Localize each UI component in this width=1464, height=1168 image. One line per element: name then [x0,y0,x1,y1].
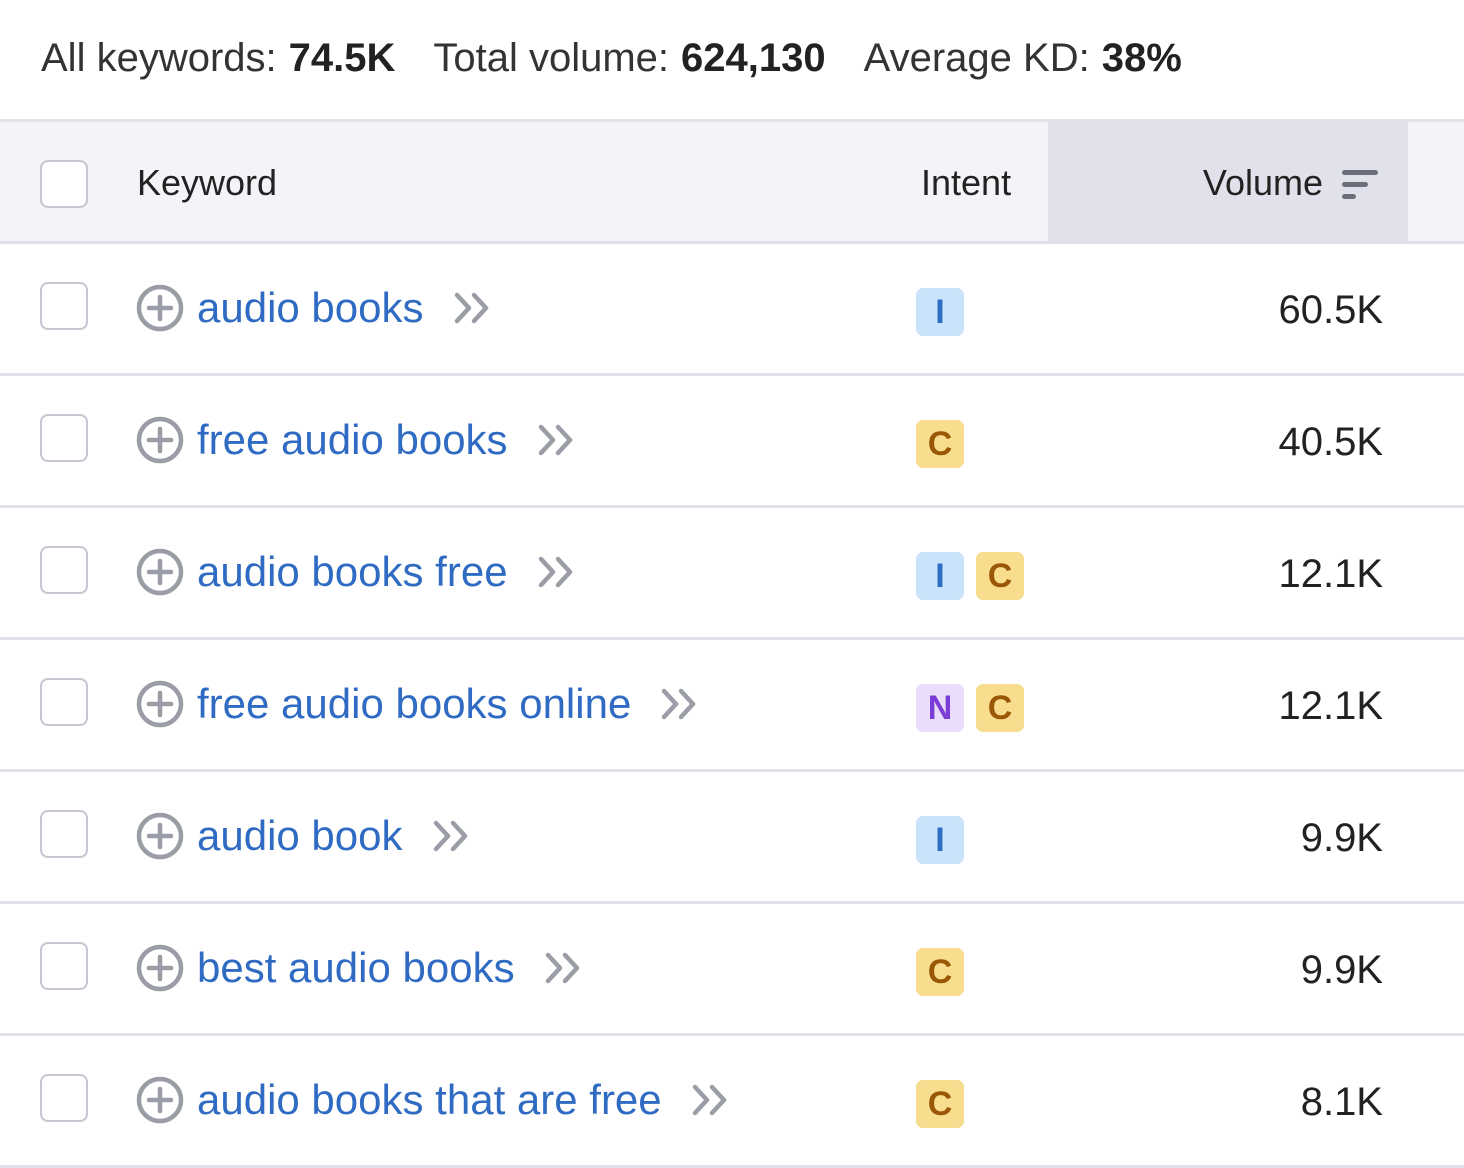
add-button[interactable] [136,548,184,601]
intent-badge: C [976,552,1024,600]
volume-cell: 9.9K [1300,948,1383,992]
add-button[interactable] [136,680,184,733]
volume-cell: 60.5K [1278,288,1383,332]
table-row: audio books free I C 12.1K [0,508,1464,640]
select-all-checkbox[interactable] [40,160,88,208]
keyword-link[interactable]: audio books [197,284,424,331]
row-checkbox[interactable] [40,282,88,330]
add-icon[interactable] [136,680,184,728]
table-row: audio books I 60.5K [0,244,1464,376]
serp-chevron[interactable] [538,556,576,588]
volume-cell: 8.1K [1300,1080,1383,1124]
summary-item: Total volume: 624,130 [433,36,825,81]
keyword-cell: free audio books [197,416,576,464]
intent-badge: I [916,552,964,600]
add-button[interactable] [136,812,184,865]
row-checkbox[interactable] [40,678,88,726]
serp-chevron[interactable] [661,688,699,720]
volume-cell: 9.9K [1300,816,1383,860]
summary-label: Average KD: [863,35,1090,80]
header-volume[interactable]: Volume [1202,162,1323,203]
intent-badge: N [916,684,964,732]
table-row: audio books that are free C 8.1K [0,1036,1464,1168]
intent-cell: C [916,1080,976,1128]
keyword-link[interactable]: audio book [197,812,403,859]
summary-label: All keywords: [41,35,277,80]
keyword-cell: audio books [197,284,492,332]
keyword-cell: free audio books online [197,680,699,728]
serp-chevron[interactable] [433,820,471,852]
intent-cell: I [916,816,976,864]
summary-item: All keywords: 74.5K [41,36,395,81]
add-button[interactable] [136,944,184,997]
row-checkbox[interactable] [40,942,88,990]
keyword-link[interactable]: audio books that are free [197,1076,662,1123]
sort-icon[interactable] [1342,170,1378,202]
summary-bar: All keywords: 74.5K Total volume: 624,130 Av… [41,30,1220,86]
summary-value: 74.5K [288,35,396,80]
add-icon[interactable] [136,284,184,332]
add-button[interactable] [136,284,184,337]
keyword-cell: audio books free [197,548,576,596]
intent-cell: I [916,288,976,336]
row-checkbox[interactable] [40,546,88,594]
summary-value: 624,130 [681,35,826,80]
volume-cell: 12.1K [1278,684,1383,728]
keyword-link[interactable]: best audio books [197,944,515,991]
sorted-column-highlight [1048,122,1408,241]
row-checkbox[interactable] [40,414,88,462]
table-body: audio books I 60.5K free audio books C 40.5K a… [0,244,1464,1168]
intent-cell: C [916,948,976,996]
intent-badge: C [916,420,964,468]
table-row: free audio books C 40.5K [0,376,1464,508]
header-intent[interactable]: Intent [921,162,1012,203]
serp-chevron[interactable] [545,952,583,984]
add-icon[interactable] [136,812,184,860]
table-header: Keyword Intent Volume [0,119,1464,244]
intent-badge: C [916,948,964,996]
add-icon[interactable] [136,944,184,992]
intent-badge: C [976,684,1024,732]
keyword-link[interactable]: audio books free [197,548,508,595]
intent-badge: C [916,1080,964,1128]
keyword-link[interactable]: free audio books [197,416,508,463]
serp-chevron[interactable] [692,1084,730,1116]
intent-cell: C [916,420,976,468]
volume-cell: 40.5K [1278,420,1383,464]
table-row: free audio books online N C 12.1K [0,640,1464,772]
add-button[interactable] [136,416,184,469]
volume-cell: 12.1K [1278,552,1383,596]
summary-label: Total volume: [433,35,670,80]
keyword-cell: audio books that are free [197,1076,730,1124]
keyword-table: Keyword Intent Volume audio books I 60.5K f… [0,119,1464,1168]
serp-chevron[interactable] [454,292,492,324]
add-icon[interactable] [136,416,184,464]
add-button[interactable] [136,1076,184,1129]
row-checkbox[interactable] [40,810,88,858]
summary-value: 38% [1101,35,1182,80]
intent-badge: I [916,288,964,336]
table-row: audio book I 9.9K [0,772,1464,904]
intent-badge: I [916,816,964,864]
add-icon[interactable] [136,1076,184,1124]
serp-chevron[interactable] [538,424,576,456]
add-icon[interactable] [136,548,184,596]
keyword-cell: best audio books [197,944,583,992]
row-checkbox[interactable] [40,1074,88,1122]
table-row: best audio books C 9.9K [0,904,1464,1036]
keyword-cell: audio book [197,812,471,860]
summary-item: Average KD: 38% [864,36,1182,81]
keyword-link[interactable]: free audio books online [197,680,632,727]
header-keyword[interactable]: Keyword [137,162,278,203]
